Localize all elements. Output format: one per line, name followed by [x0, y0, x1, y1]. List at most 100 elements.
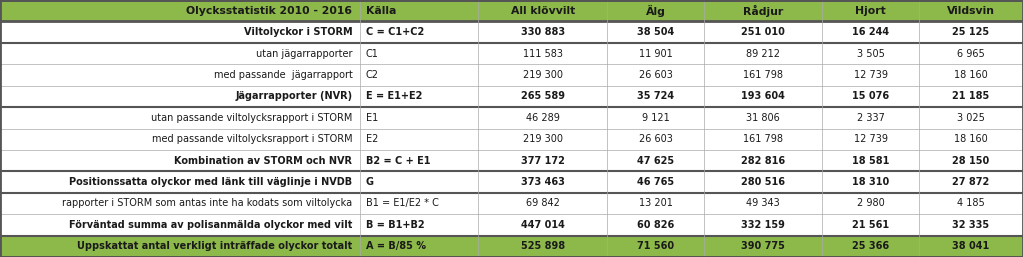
Text: B2 = C + E1: B2 = C + E1	[366, 156, 431, 166]
Bar	[478, 236, 608, 257]
Bar	[822, 214, 919, 236]
Bar	[919, 171, 1023, 193]
Bar	[704, 107, 822, 128]
Text: C1: C1	[366, 49, 379, 59]
Text: 373 463: 373 463	[521, 177, 565, 187]
Text: 251 010: 251 010	[742, 27, 785, 37]
Bar	[478, 171, 608, 193]
Text: 13 201: 13 201	[638, 198, 672, 208]
Text: 193 604: 193 604	[742, 91, 785, 101]
Bar	[822, 236, 919, 257]
Text: Kombination av STORM och NVR: Kombination av STORM och NVR	[175, 156, 353, 166]
Bar	[919, 107, 1023, 128]
Text: 18 160: 18 160	[954, 134, 988, 144]
Bar	[608, 64, 704, 86]
Text: C = C1+C2: C = C1+C2	[366, 27, 424, 37]
Bar	[478, 43, 608, 64]
Text: 2 337: 2 337	[856, 113, 885, 123]
Bar	[0, 150, 360, 171]
Text: 280 516: 280 516	[741, 177, 785, 187]
Bar	[608, 21, 704, 43]
Bar	[478, 214, 608, 236]
Bar	[704, 64, 822, 86]
Bar	[919, 214, 1023, 236]
Bar	[360, 107, 478, 128]
Bar	[822, 128, 919, 150]
Text: 332 159: 332 159	[742, 220, 785, 230]
Text: Rådjur: Rådjur	[743, 5, 784, 17]
Text: 161 798: 161 798	[743, 70, 784, 80]
Text: Positionssatta olyckor med länk till väglinje i NVDB: Positionssatta olyckor med länk till väg…	[70, 177, 353, 187]
Text: 9 121: 9 121	[641, 113, 670, 123]
Bar	[704, 171, 822, 193]
Text: 35 724: 35 724	[637, 91, 674, 101]
Text: G: G	[366, 177, 373, 187]
Bar	[919, 43, 1023, 64]
Bar	[919, 0, 1023, 21]
Bar	[608, 128, 704, 150]
Text: 46 765: 46 765	[637, 177, 674, 187]
Bar	[822, 21, 919, 43]
Text: 28 150: 28 150	[952, 156, 989, 166]
Bar	[360, 150, 478, 171]
Text: 15 076: 15 076	[852, 91, 889, 101]
Text: 25 366: 25 366	[852, 241, 889, 251]
Bar	[0, 107, 360, 128]
Bar	[478, 150, 608, 171]
Bar	[822, 150, 919, 171]
Bar	[360, 214, 478, 236]
Bar	[919, 86, 1023, 107]
Text: 111 583: 111 583	[523, 49, 563, 59]
Text: 26 603: 26 603	[638, 134, 672, 144]
Bar	[478, 86, 608, 107]
Text: Vildsvin: Vildsvin	[947, 6, 995, 16]
Bar	[360, 64, 478, 86]
Bar	[360, 0, 478, 21]
Text: 69 842: 69 842	[526, 198, 560, 208]
Bar	[822, 171, 919, 193]
Bar	[608, 193, 704, 214]
Text: 219 300: 219 300	[523, 70, 563, 80]
Text: Källa: Källa	[366, 6, 396, 16]
Bar	[704, 150, 822, 171]
Bar	[919, 64, 1023, 86]
Bar	[0, 43, 360, 64]
Text: 377 172: 377 172	[521, 156, 565, 166]
Text: 447 014: 447 014	[521, 220, 565, 230]
Text: 330 883: 330 883	[521, 27, 565, 37]
Bar	[704, 236, 822, 257]
Bar	[822, 107, 919, 128]
Bar	[822, 193, 919, 214]
Bar	[478, 21, 608, 43]
Bar	[360, 86, 478, 107]
Text: 71 560: 71 560	[637, 241, 674, 251]
Text: 18 581: 18 581	[852, 156, 889, 166]
Text: 12 739: 12 739	[853, 70, 888, 80]
Bar	[704, 86, 822, 107]
Text: E2: E2	[366, 134, 379, 144]
Text: Älg: Älg	[646, 5, 666, 17]
Text: 60 826: 60 826	[637, 220, 674, 230]
Bar	[822, 64, 919, 86]
Bar	[0, 193, 360, 214]
Text: 16 244: 16 244	[852, 27, 889, 37]
Bar	[704, 43, 822, 64]
Text: 26 603: 26 603	[638, 70, 672, 80]
Text: 6 965: 6 965	[958, 49, 985, 59]
Text: E1: E1	[366, 113, 379, 123]
Bar	[360, 21, 478, 43]
Bar	[478, 0, 608, 21]
Bar	[360, 43, 478, 64]
Bar	[608, 43, 704, 64]
Bar	[0, 0, 360, 21]
Text: 31 806: 31 806	[746, 113, 780, 123]
Bar	[919, 21, 1023, 43]
Text: 525 898: 525 898	[521, 241, 565, 251]
Bar	[704, 128, 822, 150]
Bar	[704, 193, 822, 214]
Text: 21 185: 21 185	[952, 91, 989, 101]
Bar	[360, 236, 478, 257]
Bar	[608, 236, 704, 257]
Text: C2: C2	[366, 70, 379, 80]
Text: Jägarrapporter (NVR): Jägarrapporter (NVR)	[235, 91, 353, 101]
